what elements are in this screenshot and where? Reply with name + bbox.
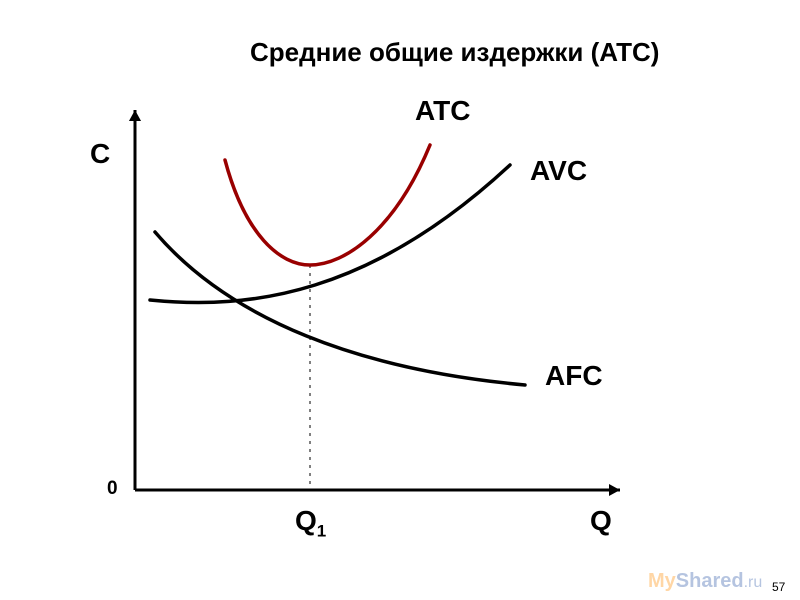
chart-title: Средние общие издержки (ATC) (250, 37, 659, 68)
x-axis-label: Q (590, 505, 612, 537)
cost-curves-chart (0, 0, 800, 600)
origin-label: 0 (107, 478, 118, 500)
y-axis-label: C (90, 138, 110, 170)
curve-label-afc: AFC (545, 360, 603, 392)
curve-label-avc: AVC (530, 155, 587, 187)
x-tick-q1: Q1 (295, 505, 326, 542)
watermark: MyShared.ru (648, 570, 762, 593)
page-number: 57 (772, 580, 785, 594)
curve-label-atc: ATC (415, 95, 470, 127)
